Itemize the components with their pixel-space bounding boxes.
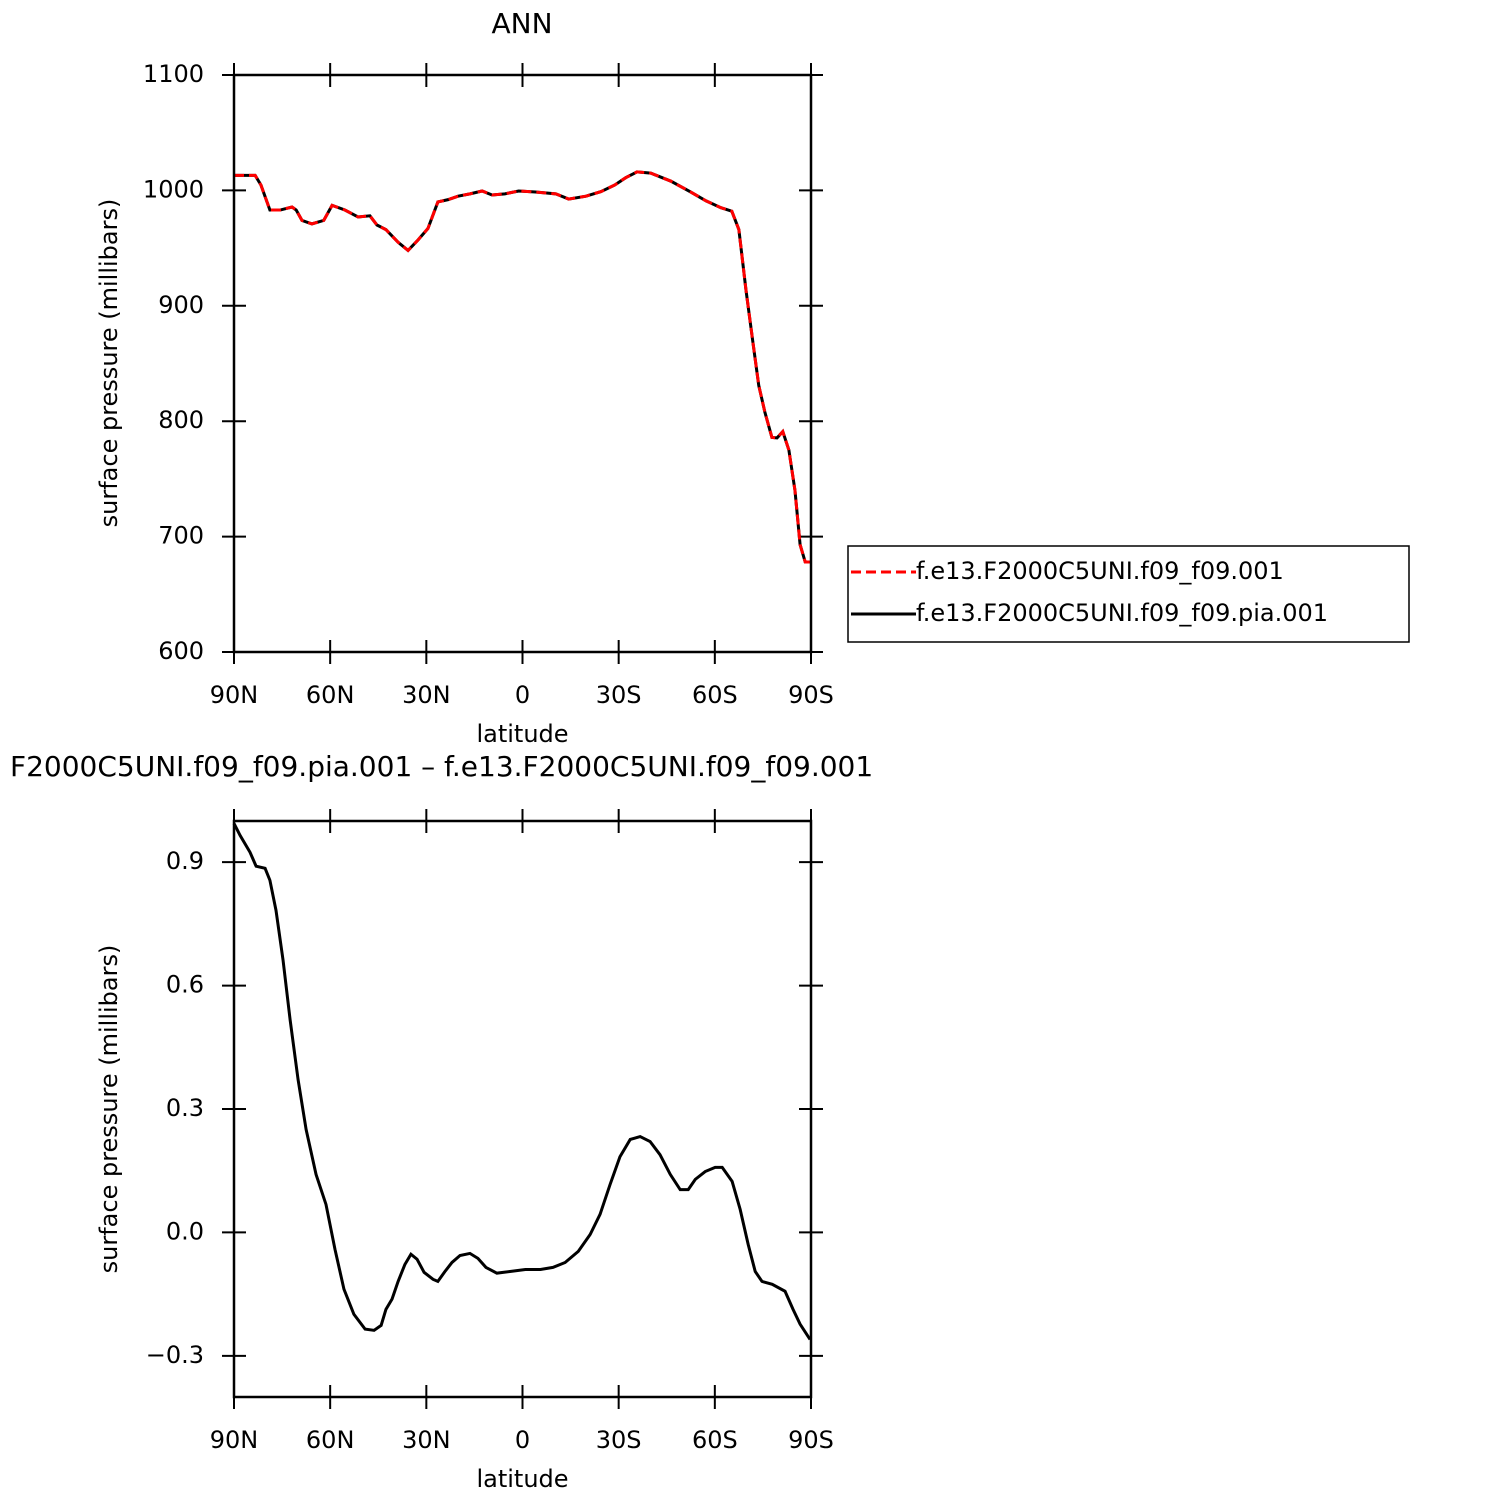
x-tick-label: 0 <box>515 681 530 709</box>
x-tick-label: 60S <box>692 681 738 709</box>
y-tick-label: 1000 <box>143 175 204 203</box>
x-tick-label: 90S <box>788 681 834 709</box>
x-tick-label: 30S <box>596 1426 642 1454</box>
y-tick-label: 800 <box>158 406 204 434</box>
legend-box <box>847 545 1410 643</box>
y-tick-label: 0.6 <box>166 971 204 999</box>
x-axis-label: latitude <box>476 720 568 748</box>
x-tick-label: 30N <box>402 681 451 709</box>
x-tick-label: 90S <box>788 1426 834 1454</box>
x-tick-label: 60N <box>306 681 355 709</box>
y-tick-label: 0.9 <box>166 847 204 875</box>
y-tick-label: 700 <box>158 522 204 550</box>
chart-title: F2000C5UNI.f09_f09.pia.001 – f.e13.F2000… <box>10 750 873 783</box>
plot-frame <box>232 819 813 1399</box>
legend-label: f.e13.F2000C5UNI.f09_f09.001 <box>916 557 1284 585</box>
x-axis-label: latitude <box>476 1465 568 1493</box>
y-tick-label: 0.0 <box>166 1217 204 1245</box>
data-line <box>234 170 811 564</box>
y-axis-label: surface pressure (millibars) <box>95 199 123 528</box>
legend-label: f.e13.F2000C5UNI.f09_f09.pia.001 <box>916 599 1328 627</box>
y-tick-label: 900 <box>158 291 204 319</box>
x-tick-label: 90N <box>210 681 259 709</box>
data-line <box>234 170 811 564</box>
x-tick-label: 60N <box>306 1426 355 1454</box>
x-tick-label: 30N <box>402 1426 451 1454</box>
y-tick-label: 1100 <box>143 60 204 88</box>
y-tick-label: 0.3 <box>166 1094 204 1122</box>
x-tick-label: 60S <box>692 1426 738 1454</box>
chart-title: ANN <box>491 7 552 40</box>
x-tick-label: 90N <box>210 1426 259 1454</box>
x-tick-label: 0 <box>515 1426 530 1454</box>
plot-frame <box>232 73 813 654</box>
y-tick-label: −0.3 <box>146 1341 204 1369</box>
x-tick-label: 30S <box>596 681 642 709</box>
y-axis-label: surface pressure (millibars) <box>95 945 123 1274</box>
data-line <box>232 822 812 1341</box>
y-tick-label: 600 <box>158 637 204 665</box>
